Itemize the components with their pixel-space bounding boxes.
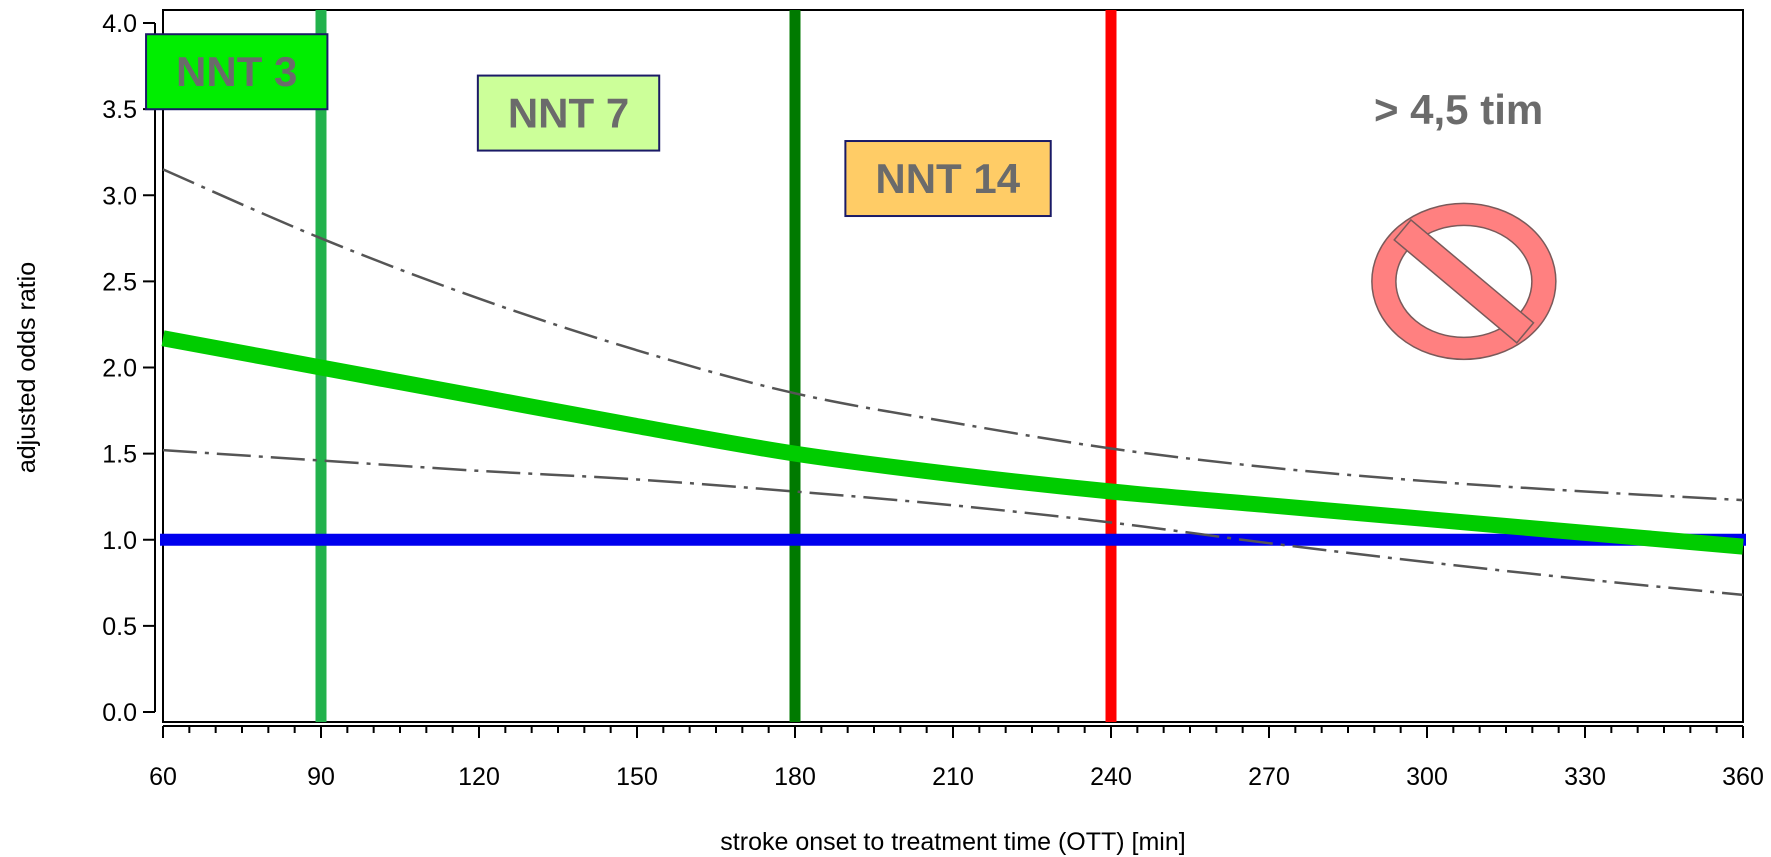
annotation-label: NNT 14 [875,155,1020,202]
x-tick-label: 210 [932,763,974,791]
x-tick-label: 240 [1090,763,1132,791]
y-axis-ticks: 0.0 0.5 1.0 1.5 2.0 2.5 3.0 3.5 4.0 [102,10,155,727]
annotation-label: > 4,5 tim [1374,86,1543,133]
annotation-box [844,140,1052,218]
axes: 60 90 120 150 180 210 240 270 300 330 360 0.0 0.5 1.… [13,10,1764,856]
no-entry-bar [1393,218,1535,344]
x-tick-label: 150 [616,763,658,791]
x-tick-label: 90 [307,763,335,791]
lower-ci-line [162,448,1744,597]
annotation-box [145,33,329,111]
x-tick-label: 270 [1248,763,1290,791]
no-entry-icon [1371,202,1557,361]
y-tick-label: 2.5 [102,268,137,296]
confidence-interval-lines [162,168,1744,597]
annotation-box [476,74,661,152]
y-tick-label: 3.0 [102,182,137,210]
annotation-1: NNT 3 [145,33,329,111]
x-tick-label: 330 [1564,763,1606,791]
annotation-2: NNT 7 [476,74,661,152]
annotation-4: > 4,5 tim [1374,86,1543,133]
annotation-3: NNT 14 [844,140,1052,218]
upper-ci-line [162,168,1744,502]
y-tick-label: 0.0 [102,699,137,727]
annotation-label: NNT 7 [508,90,629,137]
estimate-line [161,330,1744,555]
x-axis-title: stroke onset to treatment time (OTT) [mi… [720,828,1185,856]
y-tick-label: 1.5 [102,441,137,469]
y-tick-label: 2.0 [102,355,137,383]
vertical-threshold-lines [315,10,1117,722]
x-tick-label: 180 [774,763,816,791]
estimate-line-group [161,330,1744,555]
annotations: NNT 3 NNT 7 NNT 14 > 4,5 tim [145,33,1543,218]
x-axis-ticks: 60 90 120 150 180 210 240 270 300 330 360 [149,726,1764,791]
x-tick-label: 360 [1722,763,1764,791]
y-tick-label: 3.5 [102,96,137,124]
x-tick-label: 60 [149,763,177,791]
x-tick-label: 120 [458,763,500,791]
plot-frame [162,9,1744,723]
y-tick-label: 1.0 [102,527,137,555]
plot-area [162,9,1744,723]
y-axis-title: adjusted odds ratio [13,262,41,473]
y-tick-label: 4.0 [102,10,137,38]
x-tick-label: 300 [1406,763,1448,791]
y-tick-label: 0.5 [102,613,137,641]
annotation-label: NNT 3 [176,48,297,95]
